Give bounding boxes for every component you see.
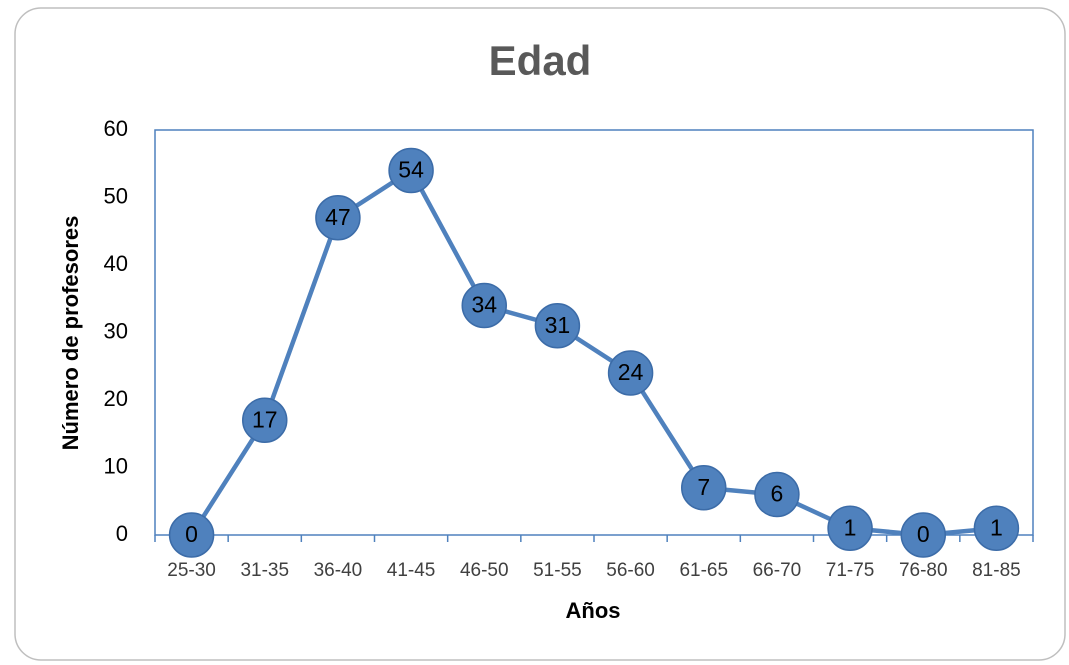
data-label: 6	[771, 481, 784, 507]
data-label: 17	[252, 406, 278, 432]
y-tick-label: 50	[104, 183, 128, 208]
data-point	[607, 350, 654, 396]
data-point	[242, 397, 288, 443]
y-axis-label: Número de profesores	[58, 216, 83, 451]
x-tick-label: 31-35	[240, 560, 289, 581]
x-tick-label: 76-80	[899, 560, 948, 581]
x-tick-label: 61-65	[679, 560, 728, 581]
data-label: 47	[325, 204, 351, 230]
data-label: 0	[185, 521, 198, 547]
x-tick-label: 25-30	[167, 560, 216, 581]
data-point	[900, 512, 946, 558]
data-point	[534, 303, 581, 349]
data-label: 24	[618, 359, 644, 385]
x-tick-label: 41-45	[387, 560, 436, 581]
x-axis-label: Años	[566, 598, 621, 623]
data-label: 34	[471, 292, 497, 318]
y-tick-label: 0	[116, 521, 128, 546]
data-label: 1	[844, 514, 857, 540]
data-label: 0	[917, 521, 930, 547]
chart-title: Edad	[489, 37, 592, 84]
x-tick-label: 51-55	[533, 560, 582, 581]
data-label: 31	[545, 312, 571, 338]
data-point	[461, 282, 507, 329]
y-tick-label: 60	[104, 116, 128, 141]
x-tick-label: 36-40	[314, 560, 363, 581]
x-tick-label: 71-75	[826, 560, 875, 581]
data-point	[827, 505, 873, 551]
x-tick-label: 46-50	[460, 560, 509, 581]
data-point	[315, 195, 361, 241]
data-point	[168, 512, 215, 558]
y-tick-label: 30	[104, 318, 128, 343]
data-label: 54	[398, 157, 424, 183]
x-tick-label: 66-70	[753, 560, 802, 581]
data-point	[388, 147, 434, 194]
data-point	[973, 505, 1020, 551]
data-point	[754, 471, 800, 518]
data-label: 1	[990, 514, 1003, 540]
y-tick-label: 40	[104, 251, 128, 276]
data-label: 7	[697, 474, 710, 500]
x-tick-label: 81-85	[972, 560, 1021, 581]
y-tick-label: 10	[104, 453, 128, 478]
x-tick-label: 56-60	[606, 560, 655, 581]
data-point	[681, 465, 727, 511]
y-tick-label: 20	[104, 386, 128, 411]
